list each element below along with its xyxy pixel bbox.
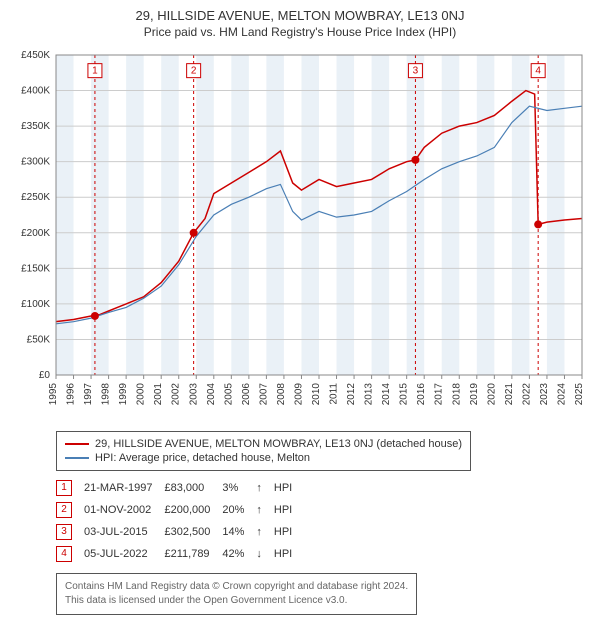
svg-text:£100K: £100K (21, 299, 50, 310)
svg-text:2023: 2023 (539, 383, 550, 406)
svg-text:£350K: £350K (21, 121, 50, 132)
svg-text:2013: 2013 (364, 383, 375, 406)
footer-line-1: Contains HM Land Registry data © Crown c… (65, 580, 408, 594)
footer-line-2: This data is licensed under the Open Gov… (65, 594, 408, 608)
event-price: £211,789 (164, 543, 222, 565)
svg-text:2: 2 (191, 66, 197, 77)
svg-text:2011: 2011 (329, 383, 340, 405)
svg-text:2001: 2001 (153, 383, 164, 406)
event-date: 01-NOV-2002 (84, 499, 164, 521)
svg-text:2010: 2010 (311, 383, 322, 406)
svg-text:2019: 2019 (469, 383, 480, 406)
svg-text:£50K: £50K (27, 334, 51, 345)
chart-area: £0 £50K £100K £150K £200K £250K £300K £350K £400… (8, 45, 592, 425)
event-row: 4 05-JUL-2022£211,78942%↓HPI (56, 543, 304, 565)
svg-text:2003: 2003 (188, 383, 199, 406)
svg-text:2018: 2018 (451, 383, 462, 406)
svg-text:2020: 2020 (486, 383, 497, 406)
svg-text:2017: 2017 (434, 383, 445, 406)
svg-text:1999: 1999 (118, 383, 129, 406)
event-number: 3 (56, 524, 72, 540)
legend-item: HPI: Average price, detached house, Melt… (65, 452, 462, 464)
event-date: 21-MAR-1997 (84, 477, 164, 499)
svg-text:1996: 1996 (66, 383, 77, 406)
chart-svg: £0 £50K £100K £150K £200K £250K £300K £350K £400… (8, 45, 592, 425)
event-number: 2 (56, 502, 72, 518)
svg-text:2025: 2025 (574, 383, 585, 406)
event-num-cell: 3 (56, 521, 84, 543)
event-pct: 3% (222, 477, 256, 499)
svg-text:£0: £0 (39, 370, 51, 381)
svg-text:£300K: £300K (21, 157, 50, 168)
svg-text:1997: 1997 (83, 383, 94, 406)
event-price: £302,500 (164, 521, 222, 543)
event-pct: 14% (222, 521, 256, 543)
event-row: 3 03-JUL-2015£302,50014%↑HPI (56, 521, 304, 543)
svg-text:3: 3 (413, 66, 419, 77)
event-number: 4 (56, 546, 72, 562)
event-suffix: HPI (274, 543, 304, 565)
chart-subtitle: Price paid vs. HM Land Registry's House … (8, 25, 592, 39)
svg-text:1: 1 (92, 66, 98, 77)
svg-text:£450K: £450K (21, 50, 50, 61)
event-price: £200,000 (164, 499, 222, 521)
svg-text:2007: 2007 (258, 383, 269, 406)
svg-text:£200K: £200K (21, 228, 50, 239)
event-date: 05-JUL-2022 (84, 543, 164, 565)
svg-text:2000: 2000 (136, 383, 147, 406)
event-suffix: HPI (274, 477, 304, 499)
legend-swatch (65, 457, 89, 459)
svg-text:2002: 2002 (171, 383, 182, 406)
legend: 29, HILLSIDE AVENUE, MELTON MOWBRAY, LE1… (56, 431, 471, 471)
event-number: 1 (56, 480, 72, 496)
svg-text:1998: 1998 (101, 383, 112, 406)
svg-text:4: 4 (535, 66, 541, 77)
event-arrow: ↑ (256, 499, 274, 521)
svg-text:2008: 2008 (276, 383, 287, 406)
svg-text:2006: 2006 (241, 383, 252, 406)
svg-text:2009: 2009 (293, 383, 304, 406)
svg-text:£400K: £400K (21, 86, 50, 97)
event-arrow: ↑ (256, 521, 274, 543)
legend-item: 29, HILLSIDE AVENUE, MELTON MOWBRAY, LE1… (65, 438, 462, 450)
svg-text:£250K: £250K (21, 192, 50, 203)
event-num-cell: 1 (56, 477, 84, 499)
event-row: 1 21-MAR-1997£83,0003%↑HPI (56, 477, 304, 499)
svg-text:2021: 2021 (504, 383, 515, 406)
event-pct: 42% (222, 543, 256, 565)
legend-label: HPI: Average price, detached house, Melt… (95, 452, 310, 464)
svg-text:2015: 2015 (399, 383, 410, 406)
chart-title: 29, HILLSIDE AVENUE, MELTON MOWBRAY, LE1… (8, 8, 592, 23)
event-arrow: ↓ (256, 543, 274, 565)
event-suffix: HPI (274, 499, 304, 521)
legend-label: 29, HILLSIDE AVENUE, MELTON MOWBRAY, LE1… (95, 438, 462, 450)
svg-text:2004: 2004 (206, 383, 217, 406)
svg-text:2012: 2012 (346, 383, 357, 406)
svg-text:2024: 2024 (556, 383, 567, 406)
svg-text:£150K: £150K (21, 263, 50, 274)
event-price: £83,000 (164, 477, 222, 499)
event-num-cell: 4 (56, 543, 84, 565)
event-num-cell: 2 (56, 499, 84, 521)
footer-note: Contains HM Land Registry data © Crown c… (56, 573, 417, 615)
svg-text:2022: 2022 (521, 383, 532, 406)
event-suffix: HPI (274, 521, 304, 543)
event-row: 2 01-NOV-2002£200,00020%↑HPI (56, 499, 304, 521)
svg-text:2016: 2016 (416, 383, 427, 406)
events-table: 121-MAR-1997£83,0003%↑HPI201-NOV-2002£20… (56, 477, 592, 565)
svg-text:2014: 2014 (381, 383, 392, 406)
legend-swatch (65, 443, 89, 445)
event-date: 03-JUL-2015 (84, 521, 164, 543)
event-pct: 20% (222, 499, 256, 521)
svg-text:2005: 2005 (223, 383, 234, 406)
svg-text:1995: 1995 (48, 383, 59, 406)
event-arrow: ↑ (256, 477, 274, 499)
